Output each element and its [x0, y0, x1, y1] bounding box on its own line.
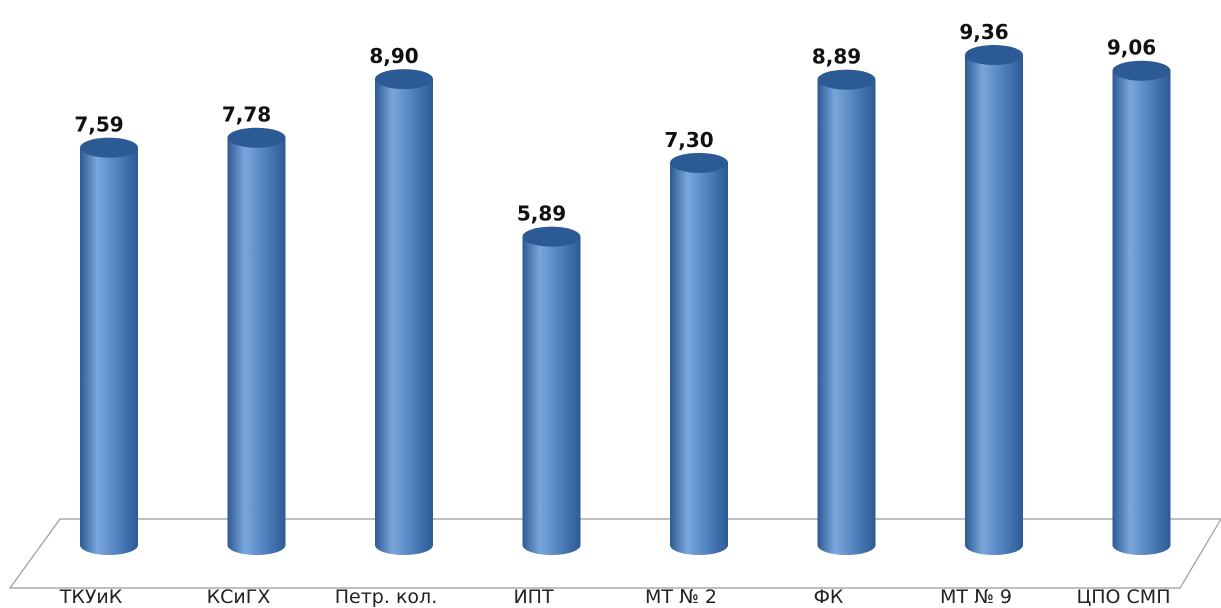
- bar-top: [227, 127, 286, 148]
- bar-top: [1112, 60, 1171, 81]
- bar-2: [227, 127, 286, 555]
- bar-5: [670, 152, 728, 556]
- bar-6: [817, 69, 876, 555]
- bar-4: [522, 226, 581, 555]
- bar-body: [227, 137, 286, 555]
- bar-top: [670, 152, 728, 173]
- bar-body: [522, 236, 581, 555]
- bar-body: [80, 147, 138, 555]
- category-labels-group: ТКУиК КСиГХ Петр. кол. ИПТ МТ № 2 ФК МТ № 9 ЦПО…: [59, 586, 1171, 608]
- value-label: 5,89: [517, 202, 566, 226]
- bar-top: [522, 226, 581, 247]
- value-label: 9,36: [959, 20, 1008, 44]
- value-label: 7,59: [74, 113, 123, 137]
- category-label: ЦПО СМП: [1077, 586, 1171, 608]
- category-label: ИПТ: [513, 586, 554, 608]
- value-label: 7,78: [222, 103, 271, 127]
- bar-body: [670, 162, 728, 556]
- category-label: МТ № 2: [645, 586, 717, 608]
- bar-body: [1112, 70, 1171, 555]
- category-label: КСиГХ: [207, 586, 271, 608]
- bar-3: [375, 69, 433, 555]
- bar-top: [375, 69, 433, 90]
- value-label: 8,89: [812, 45, 861, 69]
- bar-body: [375, 79, 433, 555]
- bar-top: [817, 69, 876, 90]
- value-label: 8,90: [369, 44, 418, 68]
- value-label: 7,30: [664, 128, 713, 152]
- chart-floor: [8, 518, 1221, 589]
- bar-7: [965, 45, 1023, 555]
- value-labels-group: 7,59 7,78 8,90 5,89 7,30 8,89 9,36 9,06: [74, 20, 1156, 226]
- bar-1: [80, 137, 138, 555]
- category-label: МТ № 9: [940, 586, 1012, 608]
- bar-top: [965, 45, 1023, 65]
- bars-group: [80, 45, 1171, 556]
- bar-8: [1112, 60, 1171, 555]
- value-label: 9,06: [1107, 36, 1156, 60]
- category-label: Петр. кол.: [335, 586, 437, 608]
- category-label: ТКУиК: [59, 586, 123, 608]
- category-label: ФК: [814, 586, 844, 608]
- bar-body: [817, 79, 876, 555]
- bar-top: [80, 137, 138, 158]
- bar-body: [965, 55, 1023, 555]
